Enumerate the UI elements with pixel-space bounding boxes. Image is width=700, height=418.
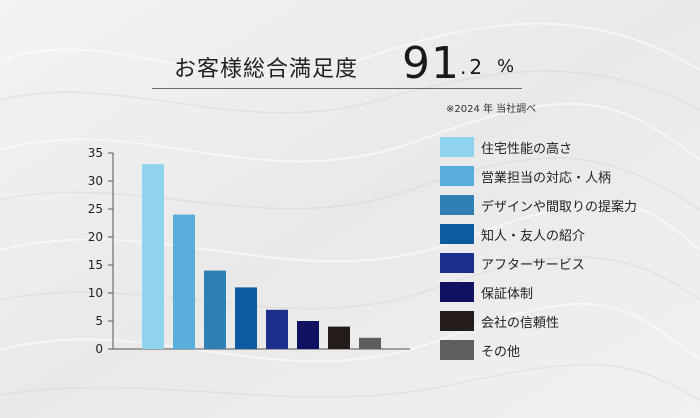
legend-label: 住宅性能の高さ (481, 141, 573, 157)
legend-label: デザインや間取りの提案力 (481, 199, 638, 215)
legend-item: 会社の信頼性 (440, 310, 559, 332)
y-tick-label: 10 (88, 286, 103, 300)
bar-3 (204, 270, 226, 349)
legend-swatch (440, 311, 474, 331)
legend-swatch (440, 195, 474, 215)
y-tick-label: 35 (88, 146, 103, 160)
satisfaction-unit: % (497, 56, 515, 77)
legend-swatch (440, 224, 474, 244)
legend-item: 保証体制 (440, 281, 533, 303)
bar-5 (266, 309, 288, 349)
legend-label: 会社の信頼性 (481, 315, 560, 331)
legend-label: 知人・友人の紹介 (481, 228, 586, 244)
y-tick-label: 0 (95, 342, 103, 356)
legend-item: 営業担当の対応・人柄 (440, 165, 611, 187)
y-tick-label: 30 (88, 174, 103, 188)
legend-item: アフターサービス (440, 252, 585, 274)
bar-4 (235, 287, 257, 349)
source-note: ※2024 年 当社調べ (446, 104, 537, 115)
bar-7 (328, 326, 350, 349)
legend-label: アフターサービス (481, 257, 585, 273)
legend-item: 住宅性能の高さ (440, 136, 572, 158)
legend-swatch (440, 137, 474, 157)
satisfaction-headline: お客様総合満足度 91 .2 % (152, 26, 522, 89)
legend-swatch (440, 166, 474, 186)
legend-swatch (440, 340, 474, 360)
satisfaction-value-integer: 91 (402, 38, 460, 89)
bar-6 (297, 321, 319, 349)
legend-swatch (440, 282, 474, 302)
satisfaction-value-decimal: .2 (460, 55, 486, 79)
legend-item: 知人・友人の紹介 (440, 223, 585, 245)
legend-label: その他 (481, 344, 521, 360)
legend-item: その他 (440, 339, 520, 361)
bar-2 (173, 214, 195, 349)
y-tick-label: 20 (88, 230, 103, 244)
legend-label: 営業担当の対応・人柄 (481, 170, 612, 186)
legend-swatch (440, 253, 474, 273)
y-tick-label: 15 (88, 258, 103, 272)
satisfaction-label: お客様総合満足度 (174, 57, 359, 82)
y-tick-label: 25 (88, 202, 103, 216)
bar-8 (359, 337, 381, 349)
legend-item: デザインや間取りの提案力 (440, 194, 637, 216)
legend-label: 保証体制 (481, 286, 534, 302)
bar-1 (142, 164, 164, 349)
y-tick-label: 5 (95, 314, 103, 328)
